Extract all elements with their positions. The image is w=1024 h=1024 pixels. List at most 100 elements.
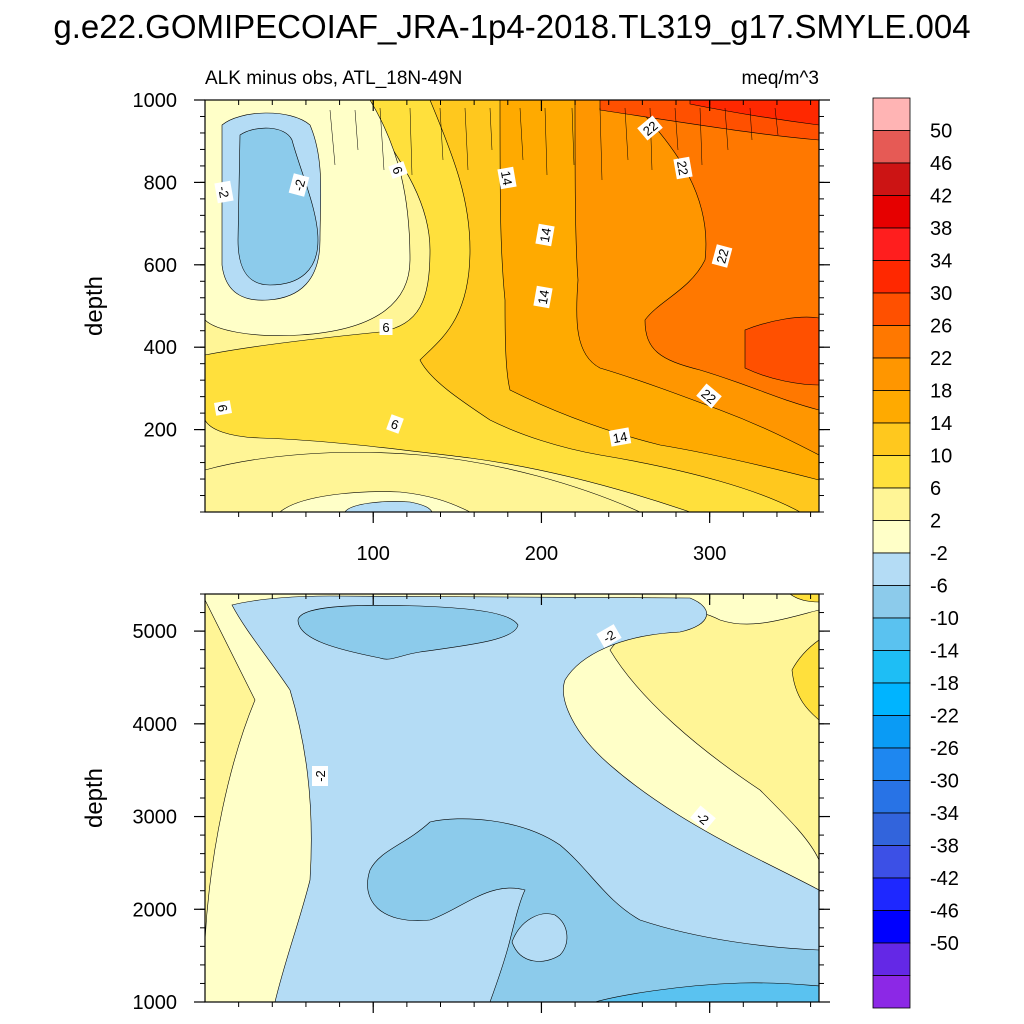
y-tick-label: 4000 [133, 714, 178, 736]
top-subtitle-left: ALK minus obs, ATL_18N-49N [205, 68, 462, 89]
y-tick-label: 1000 [133, 992, 178, 1014]
bottom-contour-labels: -2 -2 -2 [312, 624, 716, 831]
bottom-band-neg2-hole [511, 913, 568, 962]
bottom-panel: -2 -2 -2 1000 2000 3000 4000 5000 depth [81, 593, 830, 1014]
colorbar-swatch [872, 260, 911, 294]
contour-label-text: 6 [389, 416, 401, 433]
contour-label-box [690, 805, 716, 831]
contour-label: 22 [673, 156, 693, 180]
top-band-deep-neg2 [344, 501, 433, 512]
colorbar-label: 2 [930, 511, 941, 533]
top-subtitle-right: meq/m^3 [741, 68, 819, 89]
colorbar-swatch [872, 422, 911, 456]
colorbar-swatch [872, 520, 911, 554]
colorbar-swatch [872, 715, 911, 749]
y-tick-label: 2000 [133, 899, 178, 921]
colorbar-swatch [872, 682, 911, 716]
contour-label-box [535, 223, 555, 247]
contour-label-box [388, 161, 408, 179]
colorbar-swatch [872, 162, 911, 196]
contour-label-box [696, 383, 722, 409]
bottom-band-6 [791, 639, 819, 721]
colorbar-label: -30 [930, 771, 959, 793]
colorbar-swatch [872, 455, 911, 489]
colorbar-swatch [872, 650, 911, 684]
colorbar-label: 50 [930, 121, 952, 143]
contour-label: 14 [608, 427, 632, 447]
colorbar-swatch [872, 845, 911, 879]
colorbar-swatch [872, 585, 911, 619]
colorbar-swatch [872, 292, 911, 326]
y-tick-label: 5000 [133, 621, 178, 643]
colorbar-swatch [872, 910, 911, 944]
contour-label-text: -2 [215, 185, 232, 199]
bottom-band-neg10 [594, 982, 819, 1002]
bottom-x-ticks [238, 594, 812, 1013]
colorbar-swatch [872, 747, 911, 781]
contour-label-box [608, 427, 632, 447]
contour-label: 14 [497, 166, 517, 190]
y-tick-label: 3000 [133, 807, 178, 829]
colorbar-label: 42 [930, 186, 952, 208]
contour-label: -2 [312, 766, 328, 786]
colorbar-swatch [872, 227, 911, 261]
bottom-contour-field [205, 594, 819, 1002]
colorbar-swatch [872, 487, 911, 521]
colorbar-label: 14 [930, 413, 952, 435]
colorbar-label: -14 [930, 641, 959, 663]
bottom-y-axis-label: depth [81, 768, 108, 828]
contour-label-box [379, 319, 393, 335]
y-tick-label: 200 [144, 420, 177, 442]
contour-label: 22 [696, 383, 722, 409]
colorbar-swatch [872, 812, 911, 846]
contour-label-text: 14 [612, 429, 629, 446]
contour-label: -2 [596, 624, 622, 648]
bottom-band-neg6-lower [367, 818, 819, 1002]
bottom-y-ticks: 1000 2000 3000 4000 5000 [133, 593, 830, 1014]
colorbar: 50 46 42 38 34 30 26 22 18 14 10 6 2 -2 -6 -10 -14 -18 -22… [872, 97, 959, 1009]
contour-label-text: 6 [382, 320, 389, 335]
x-tick-label: 200 [525, 543, 558, 565]
colorbar-label: -10 [930, 608, 959, 630]
contour-label-box [533, 285, 553, 309]
contour-label-box [711, 244, 733, 268]
y-tick-label: 800 [144, 172, 177, 194]
colorbar-label: 30 [930, 283, 952, 305]
colorbar-label: -34 [930, 803, 959, 825]
contour-label: 6 [386, 414, 404, 434]
top-panel: ALK minus obs, ATL_18N-49N meq/m^3 22 22 2… [81, 68, 830, 565]
colorbar-swatch [872, 130, 911, 164]
contour-label-box [497, 166, 517, 190]
x-tick-label: 300 [693, 543, 726, 565]
contour-label-text: -2 [291, 178, 308, 193]
contour-label: 6 [213, 400, 233, 416]
colorbar-label: -6 [930, 576, 948, 598]
colorbar-swatch [872, 97, 911, 131]
colorbar-label: 18 [930, 381, 952, 403]
colorbar-swatch [872, 195, 911, 229]
colorbar-swatch [872, 552, 911, 586]
bottom-band-6-corner [789, 594, 819, 603]
colorbar-swatch [872, 877, 911, 911]
contour-label: 22 [711, 244, 733, 268]
top-y-ticks: 200 400 600 800 1000 [133, 90, 830, 513]
top-band-deep-6 [205, 451, 641, 512]
colorbar-label: 26 [930, 316, 952, 338]
top-surface-streaks [329, 107, 779, 181]
colorbar-label: -18 [930, 673, 959, 695]
top-band-26-30 [744, 316, 819, 386]
colorbar-label: -50 [930, 933, 959, 955]
x-tick-label: 100 [357, 543, 390, 565]
colorbar-label: -46 [930, 901, 959, 923]
contour-label: -2 [288, 173, 310, 197]
colorbar-swatch [872, 780, 911, 814]
contour-label-box [214, 180, 234, 204]
colorbar-swatch [872, 975, 911, 1009]
contour-label-box [673, 156, 693, 180]
contour-label-box [386, 414, 404, 434]
contour-label: 6 [388, 161, 408, 179]
colorbar-label: 38 [930, 218, 952, 240]
y-tick-label: 600 [144, 255, 177, 277]
contour-label-text: 6 [214, 403, 230, 413]
